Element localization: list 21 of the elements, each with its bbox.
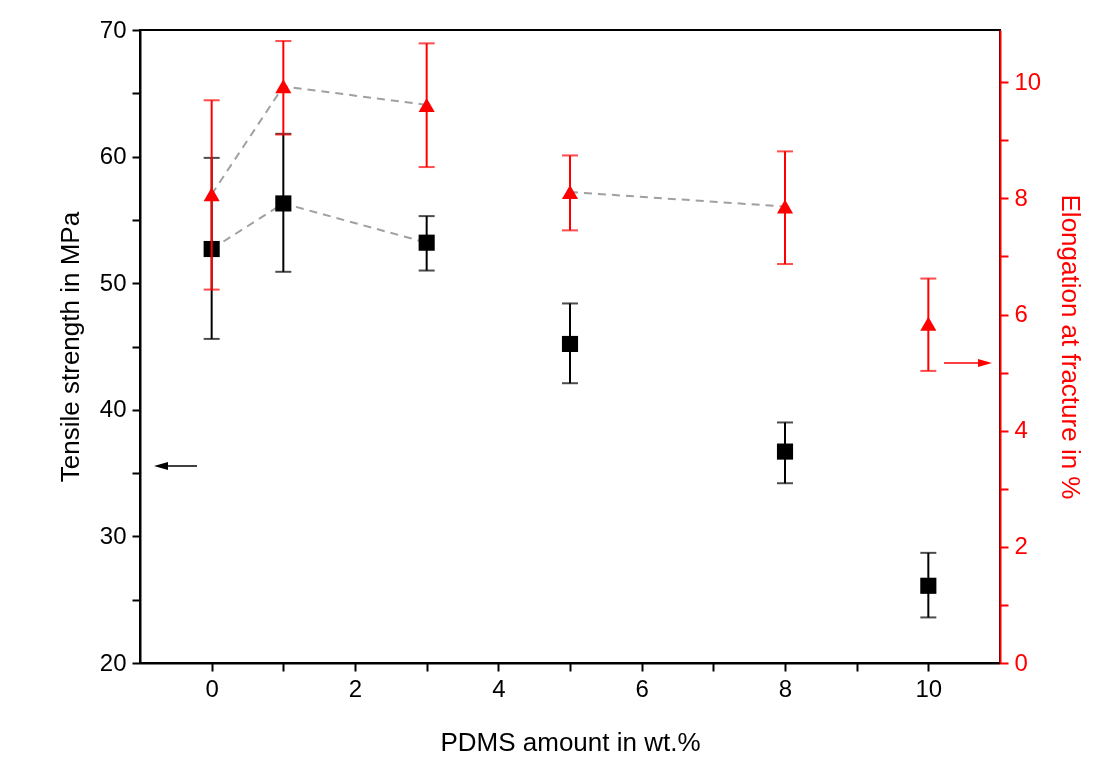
y2-tick-label: 4 (1014, 416, 1028, 444)
y2-tick-label: 6 (1014, 300, 1028, 328)
x-tick-label: 2 (348, 674, 363, 702)
y-tick-label: 40 (99, 395, 127, 423)
y2-tick-label: 10 (1014, 67, 1042, 95)
y2-axis-title: Elongation at fracture in % (1056, 194, 1087, 500)
y-axis-title: Tensile strength in MPa (54, 211, 85, 483)
y-tick-label: 50 (99, 268, 127, 296)
x-tick-label: 10 (915, 674, 943, 702)
y2-tick-label: 0 (1014, 648, 1028, 676)
y-tick-label: 60 (99, 142, 127, 170)
x-tick-label: 0 (205, 674, 219, 702)
y-tick-label: 70 (99, 15, 127, 43)
y2-tick-label: 8 (1014, 183, 1028, 211)
x-axis-title: PDMS amount in wt.% (440, 726, 701, 757)
x-tick-label: 8 (778, 674, 793, 702)
x-tick-label: 4 (492, 674, 506, 702)
x-tick-label: 6 (635, 674, 649, 702)
y2-tick-label: 2 (1014, 532, 1028, 560)
y-tick-label: 30 (99, 521, 127, 549)
y-tick-label: 20 (99, 648, 127, 676)
